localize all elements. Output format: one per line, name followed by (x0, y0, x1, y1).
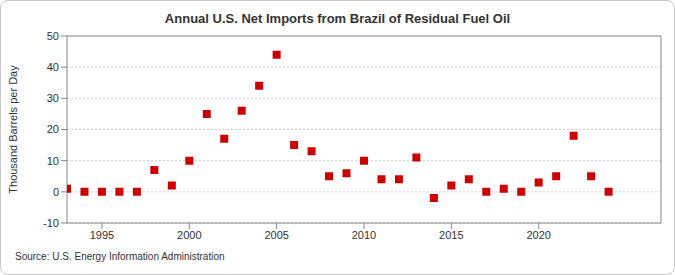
svg-text:2015: 2015 (439, 229, 463, 241)
html-text:Source: U.S. Energy Informatio: Source: U.S. Energy Information Administ… (15, 251, 225, 262)
svg-text:Thousand Barrels per Day: Thousand Barrels per Day (8, 65, 19, 194)
svg-text:50: 50 (47, 30, 59, 42)
html-text:Annual U.S. Net Imports from B: Annual U.S. Net Imports from Brazil of R… (164, 11, 511, 26)
svg-text:1995: 1995 (90, 229, 114, 241)
svg-text:2005: 2005 (264, 229, 288, 241)
svg-text:20: 20 (47, 123, 59, 135)
svg-text:0: 0 (53, 186, 59, 198)
svg-text:30: 30 (47, 92, 59, 104)
svg-text:-10: -10 (43, 217, 59, 229)
svg-text:10: 10 (47, 155, 59, 167)
svg-text:2020: 2020 (526, 229, 550, 241)
svg-text:2000: 2000 (177, 229, 201, 241)
svg-text:2010: 2010 (352, 229, 376, 241)
svg-text:40: 40 (47, 61, 59, 73)
